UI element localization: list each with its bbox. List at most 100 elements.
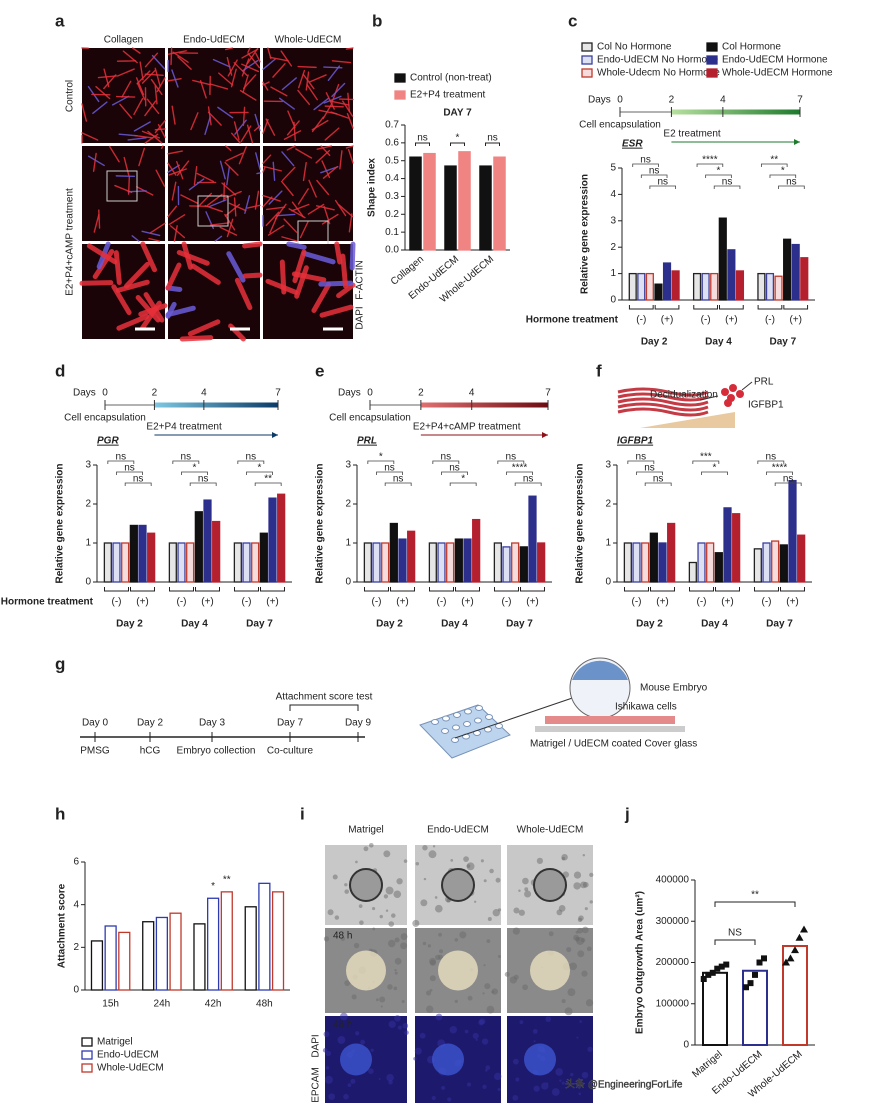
texture — [577, 927, 583, 934]
fiber — [306, 84, 318, 101]
fiber — [316, 179, 330, 196]
fiber — [315, 205, 335, 211]
fiber — [291, 201, 304, 218]
fiber — [262, 81, 269, 91]
bar — [233, 542, 242, 583]
y-tick-label: 0.3 — [385, 191, 399, 202]
group-bracket — [455, 587, 480, 592]
texture — [337, 1036, 346, 1044]
fiber — [265, 206, 286, 211]
x-tick-label: 42h — [205, 999, 222, 1010]
fiber — [322, 102, 333, 120]
data-point — [709, 969, 716, 976]
fiber — [95, 86, 111, 100]
texture — [464, 1029, 469, 1034]
texture — [486, 939, 491, 944]
panel-label: d — [55, 361, 65, 380]
legend-label: Endo-UdECM No Hormone — [597, 55, 719, 66]
timeline-treatment: E2+P4 treatment — [146, 422, 222, 433]
texture — [450, 859, 454, 862]
texture — [386, 1073, 394, 1082]
fiber — [330, 111, 349, 119]
cell — [729, 384, 737, 392]
texture — [533, 1085, 540, 1092]
chart-title: ESR — [622, 139, 643, 150]
hormone-label: (-) — [697, 597, 707, 608]
bar — [268, 497, 277, 583]
diagram-text: Ishikawa cells — [615, 702, 677, 713]
bar — [244, 906, 257, 991]
bar — [688, 561, 697, 583]
timeline-label: Days — [588, 95, 611, 106]
bar — [762, 542, 771, 583]
significance: ns — [449, 463, 460, 474]
fiber — [113, 250, 122, 286]
embryo — [533, 868, 567, 902]
significance: **** — [772, 463, 788, 474]
fiber — [336, 282, 356, 299]
fiber — [154, 85, 158, 105]
fiber — [204, 116, 211, 135]
texture — [519, 1020, 524, 1025]
significance: ns — [487, 133, 498, 144]
cell-shape — [617, 392, 709, 402]
y-tick-label: 3 — [85, 460, 91, 471]
texture — [559, 1079, 562, 1082]
chart-title: PRL — [357, 436, 377, 447]
legend-swatch — [581, 55, 593, 65]
fiber — [226, 218, 234, 238]
fiber — [311, 281, 332, 313]
group-bracket — [650, 587, 675, 592]
fiber — [199, 80, 207, 99]
fiber — [233, 61, 248, 77]
significance: * — [717, 166, 721, 177]
texture — [482, 992, 485, 995]
bar — [714, 552, 723, 583]
cell-layer — [545, 716, 675, 724]
y-axis-label: Relative gene expression — [315, 463, 326, 583]
fiber — [283, 218, 298, 233]
bar — [662, 262, 672, 301]
timeline-bar — [671, 109, 800, 115]
texture — [483, 879, 487, 883]
fiber — [187, 319, 221, 337]
group-bracket — [719, 305, 744, 310]
texture — [536, 857, 544, 865]
fiber — [138, 303, 168, 317]
significance: NS — [728, 928, 742, 939]
x-tick-label: Day 4 — [701, 619, 728, 630]
fiber — [171, 69, 179, 88]
texture — [380, 1005, 383, 1008]
significance: * — [456, 133, 460, 144]
texture — [586, 946, 592, 952]
group-bracket — [715, 587, 740, 592]
timeline-event: PMSG — [80, 746, 110, 757]
data-point — [714, 965, 721, 972]
texture — [388, 1020, 396, 1028]
y-tick-label: 1 — [345, 538, 351, 549]
hormone-label: (+) — [136, 597, 149, 608]
row-label: Hormone treatment — [1, 597, 94, 608]
bar — [493, 542, 502, 583]
bar — [511, 542, 520, 583]
fiber — [340, 253, 349, 289]
texture — [474, 900, 477, 903]
texture — [573, 934, 580, 941]
texture — [561, 999, 566, 1004]
legend-swatch — [81, 1037, 93, 1047]
texture — [350, 1078, 356, 1084]
fiber — [103, 74, 117, 90]
legend-label: Matrigel — [97, 1037, 133, 1048]
texture — [582, 853, 586, 857]
bar — [479, 165, 492, 251]
outgrowth — [432, 1043, 464, 1076]
gradient-wedge — [640, 412, 735, 428]
bar — [791, 243, 800, 301]
hormone-label: (-) — [372, 597, 382, 608]
stain-label: F-ACTIN — [355, 260, 366, 299]
fiber — [262, 196, 273, 208]
timeline-day: Day 0 — [82, 718, 109, 729]
sig-bracket — [376, 471, 403, 475]
texture — [400, 933, 408, 940]
texture — [512, 1058, 519, 1065]
